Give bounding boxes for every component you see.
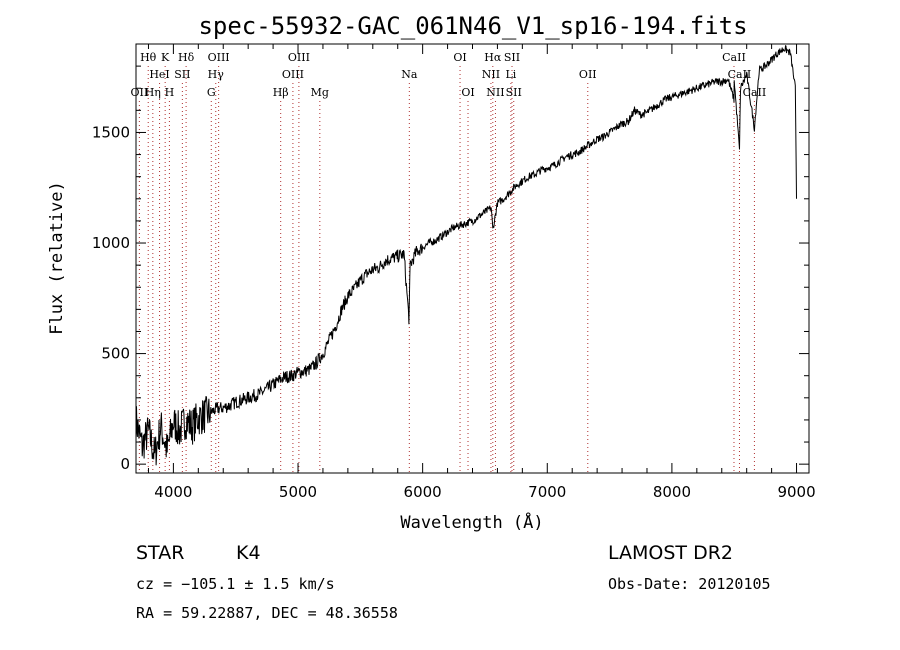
x-axis-label: Wavelength (Å) <box>400 511 543 533</box>
spectral-line-label: OI <box>461 86 474 99</box>
plot-frame <box>135 43 810 474</box>
x-tick-label: 9000 <box>777 483 815 501</box>
y-tick-label: 1000 <box>92 234 130 252</box>
observation-date: Obs-Date: 20120105 <box>608 575 771 593</box>
spectral-line-label: OII <box>131 86 149 99</box>
spectral-line-label: HeI <box>149 68 169 81</box>
x-tick-label: 4000 <box>154 483 192 501</box>
object-type: STAR <box>136 542 184 564</box>
x-tick-label: 5000 <box>279 483 317 501</box>
spectral-line-label: Na <box>401 68 418 81</box>
y-axis: 0 500 1000 1500 <box>92 43 809 473</box>
spectral-line-label: NII <box>482 68 500 81</box>
spectral-line-label: Hδ <box>178 51 195 64</box>
x-axis: 4000 5000 6000 7000 8000 9000 <box>147 44 816 501</box>
position-coordinates: RA = 59.22887, DEC = 48.36558 <box>136 604 398 622</box>
spectral-line-label: SII <box>174 68 190 81</box>
spectral-line-label: SII <box>506 86 522 99</box>
spectral-line-label: Hβ <box>273 86 289 99</box>
spectral-line-label: CaII <box>743 86 767 99</box>
spectral-line-label: Hθ <box>140 51 157 64</box>
spectral-line-label: OIII <box>288 51 310 64</box>
y-tick-label: 1500 <box>92 123 130 141</box>
spectral-line-label: Hγ <box>208 68 225 81</box>
spectral-line-label: Mg <box>311 86 329 99</box>
x-tick-label: 8000 <box>653 483 691 501</box>
y-tick-label: 500 <box>101 345 130 363</box>
spectral-line-markers <box>138 66 755 473</box>
spectrum-line <box>135 44 797 466</box>
survey-name: LAMOST DR2 <box>608 542 733 564</box>
x-tick-label: 6000 <box>404 483 442 501</box>
chart-title: spec-55932-GAC_061N46_V1_sp16-194.fits <box>198 12 747 40</box>
spectral-line-label: K <box>161 51 170 64</box>
spectral-line-label: OII <box>579 68 597 81</box>
redshift-value: cz = −105.1 ± 1.5 km/s <box>136 575 335 593</box>
spectral-line-label: Li <box>505 68 516 81</box>
spectral-line-label: NII <box>486 86 504 99</box>
object-subclass: K4 <box>236 542 261 564</box>
spectral-line-label: H <box>165 86 175 99</box>
spectral-line-label: Hη <box>145 86 161 99</box>
spectral-line-label: OIII <box>208 51 230 64</box>
spectral-line-label: OIII <box>282 68 304 81</box>
y-tick-label: 0 <box>120 455 130 473</box>
spectral-line-label: OI <box>453 51 466 64</box>
x-tick-label: 7000 <box>528 483 566 501</box>
spectral-line-label: G <box>207 86 216 99</box>
y-axis-label: Flux (relative) <box>47 181 67 335</box>
spectral-line-label: CaII <box>722 51 746 64</box>
spectral-line-label: Hα <box>484 51 502 64</box>
spectral-line-label: SII <box>504 51 520 64</box>
